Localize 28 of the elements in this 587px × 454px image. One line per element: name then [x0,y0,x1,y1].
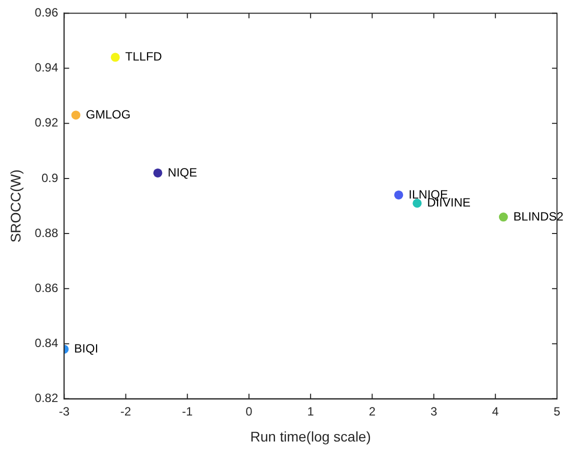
x-tick-label: 0 [246,404,253,418]
series-label: GMLOG [86,107,131,122]
series-label: TLLFD [125,50,162,64]
y-tick-label: 0.94 [34,60,58,75]
x-tick-label: 4 [492,404,500,418]
x-tick-label: 1 [307,404,314,418]
point [153,168,162,178]
x-tick-label: 2 [368,404,376,418]
y-tick-label: 0.84 [34,336,58,350]
y-tick-label: 0.86 [34,280,58,295]
x-tick-label: -1 [182,404,194,418]
y-tick-label: 0.96 [34,6,58,20]
point [394,190,404,200]
y-tick-label: 0.82 [34,391,58,406]
y-tick-label: 0.92 [34,116,58,130]
x-axis-title: Run time(log scale) [250,428,371,444]
x-tick-label: 5 [554,404,561,418]
point [498,212,508,222]
y-tick-label: 0.88 [34,226,58,240]
series-label: BIQI [74,342,98,356]
x-tick-label: -2 [120,404,132,418]
point [71,110,80,120]
point [110,52,120,62]
series-label: NIQE [168,165,198,180]
x-tick-label: -3 [58,404,70,418]
y-axis-title: SROCC(W) [7,169,24,243]
x-tick-label: 3 [430,404,438,418]
y-tick-label: 0.9 [41,170,58,185]
